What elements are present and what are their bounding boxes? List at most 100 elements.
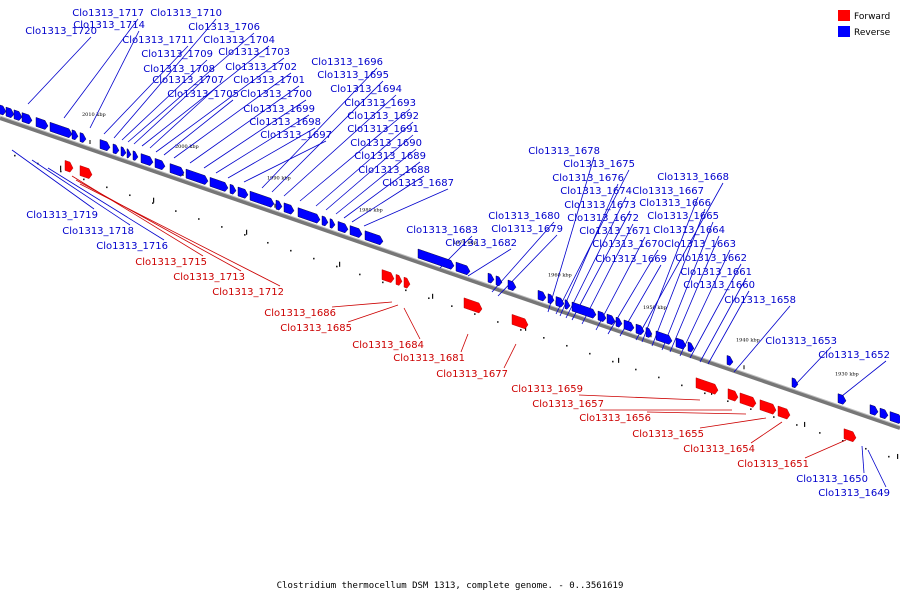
scale-dot [106,186,108,189]
reverse-gene-label: Clo1313_1666 [639,198,711,209]
scale-dot [175,210,177,212]
reverse-leader-line [733,305,791,373]
reverse-leader-line [795,346,832,385]
reverse-leader-line [271,80,384,193]
reverse-gene-label: Clo1313_1719 [26,210,98,221]
forward-gene-block [395,274,403,286]
forward-gene-label: Clo1313_1681 [393,353,465,364]
scale-dot [221,226,223,228]
reverse-leader-line [261,67,378,189]
scale-dash [246,229,248,235]
reverse-leader-line [47,167,165,241]
scale-dot [359,273,361,276]
reverse-gene-block [349,225,363,238]
reverse-gene-block [99,139,111,152]
reverse-gene-label: Clo1313_1701 [233,75,305,86]
gene-blocks [0,103,900,443]
reverse-gene-block [487,272,495,284]
reverse-gene-block [209,177,229,192]
reverse-gene-label: Clo1313_1671 [579,226,651,237]
scale-dot [14,154,16,157]
forward-gene-label: Clo1313_1659 [511,384,583,395]
scale-dash [153,197,155,203]
reverse-gene-label: Clo1313_1665 [647,211,719,222]
reverse-gene-block [49,121,73,139]
reverse-leader-line [121,59,208,141]
forward-gene-label: Clo1313_1657 [532,399,604,410]
forward-leader-line [804,439,847,459]
reverse-leader-line [89,30,140,129]
reverse-gene-label: Clo1313_1698 [249,117,321,128]
scale-dot [750,408,752,410]
reverse-gene-label: Clo1313_1716 [96,241,168,252]
forward-gene-label: Clo1313_1712 [212,287,284,298]
genome-backbone [0,116,900,430]
reverse-gene-label: Clo1313_1692 [347,111,419,122]
scale-tick-label: 1990 kbp [267,176,291,182]
scale-tick-label: 1960 kbp [548,273,572,279]
scale-dash [804,421,806,427]
scale-dot [589,352,591,355]
reverse-leader-line [491,221,555,293]
reverse-gene-label: Clo1313_1664 [653,225,725,236]
reverse-gene-block [71,129,79,141]
reverse-gene-label: Clo1313_1690 [350,138,422,149]
reverse-gene-label: Clo1313_1680 [488,211,560,222]
reverse-gene-label: Clo1313_1669 [595,254,667,265]
scale-dot [865,447,867,450]
reverse-gene-label: Clo1313_1678 [528,146,600,157]
reverse-gene-label: Clo1313_1658 [724,295,796,306]
scale-dot [60,170,62,173]
reverse-leader-line [641,196,699,343]
forward-leader-line [71,175,204,257]
reverse-gene-block [13,109,23,121]
reverse-gene-block [0,103,7,116]
reverse-gene-label: Clo1313_1667 [632,186,704,197]
reverse-gene-block [645,327,653,338]
scale-dot [612,360,614,363]
reverse-gene-label: Clo1313_1695 [317,70,389,81]
reverse-leader-line [559,183,619,317]
forward-leader-line [503,343,517,369]
reverse-leader-line [635,182,724,341]
reverse-gene-block [126,148,132,159]
reverse-leader-line [149,85,219,149]
reverse-leader-line [335,148,417,215]
reverse-gene-block [132,150,139,161]
reverse-gene-label: Clo1313_1709 [141,49,213,60]
reverse-gene-label: Clo1313_1703 [218,47,290,58]
reverse-gene-label: Clo1313_1702 [225,62,297,73]
forward-leader-line [347,304,399,323]
scale-dot [543,337,545,339]
scale-dot [520,329,522,331]
reverse-leader-line [189,85,300,164]
scale-dot [796,424,798,426]
reverse-gene-block [537,290,547,302]
forward-leader-line [699,417,767,429]
forward-gene-label: Clo1313_1713 [173,272,245,283]
reverse-leader-line [283,94,397,197]
scale-dot [267,241,269,244]
forward-gene-block [79,165,93,179]
legend: Forward Reverse [838,10,891,38]
legend-reverse-label: Reverse [854,28,891,38]
scale-dash [897,453,899,459]
reverse-leader-line [11,149,95,210]
reverse-gene-label: Clo1313_1661 [680,267,752,278]
reverse-gene-label: Clo1313_1694 [330,84,402,95]
reverse-gene-block [726,355,734,366]
scale-dot [842,440,844,442]
reverse-gene-label: Clo1313_1672 [567,213,639,224]
legend-forward-label: Forward [854,12,890,22]
reverse-leader-line [699,277,747,363]
scale-tick-label: 2000 kbp [175,144,199,150]
reverse-leader-line [363,188,449,227]
reverse-gene-label: Clo1313_1660 [683,280,755,291]
forward-gene-label: Clo1313_1685 [280,323,352,334]
forward-leader-line [79,183,281,287]
scale-dot [129,194,131,197]
reverse-gene-label: Clo1313_1711 [122,35,194,46]
forward-gene-label: Clo1313_1654 [683,444,755,455]
reverse-gene-block [329,218,336,229]
reverse-leader-line [351,175,425,223]
